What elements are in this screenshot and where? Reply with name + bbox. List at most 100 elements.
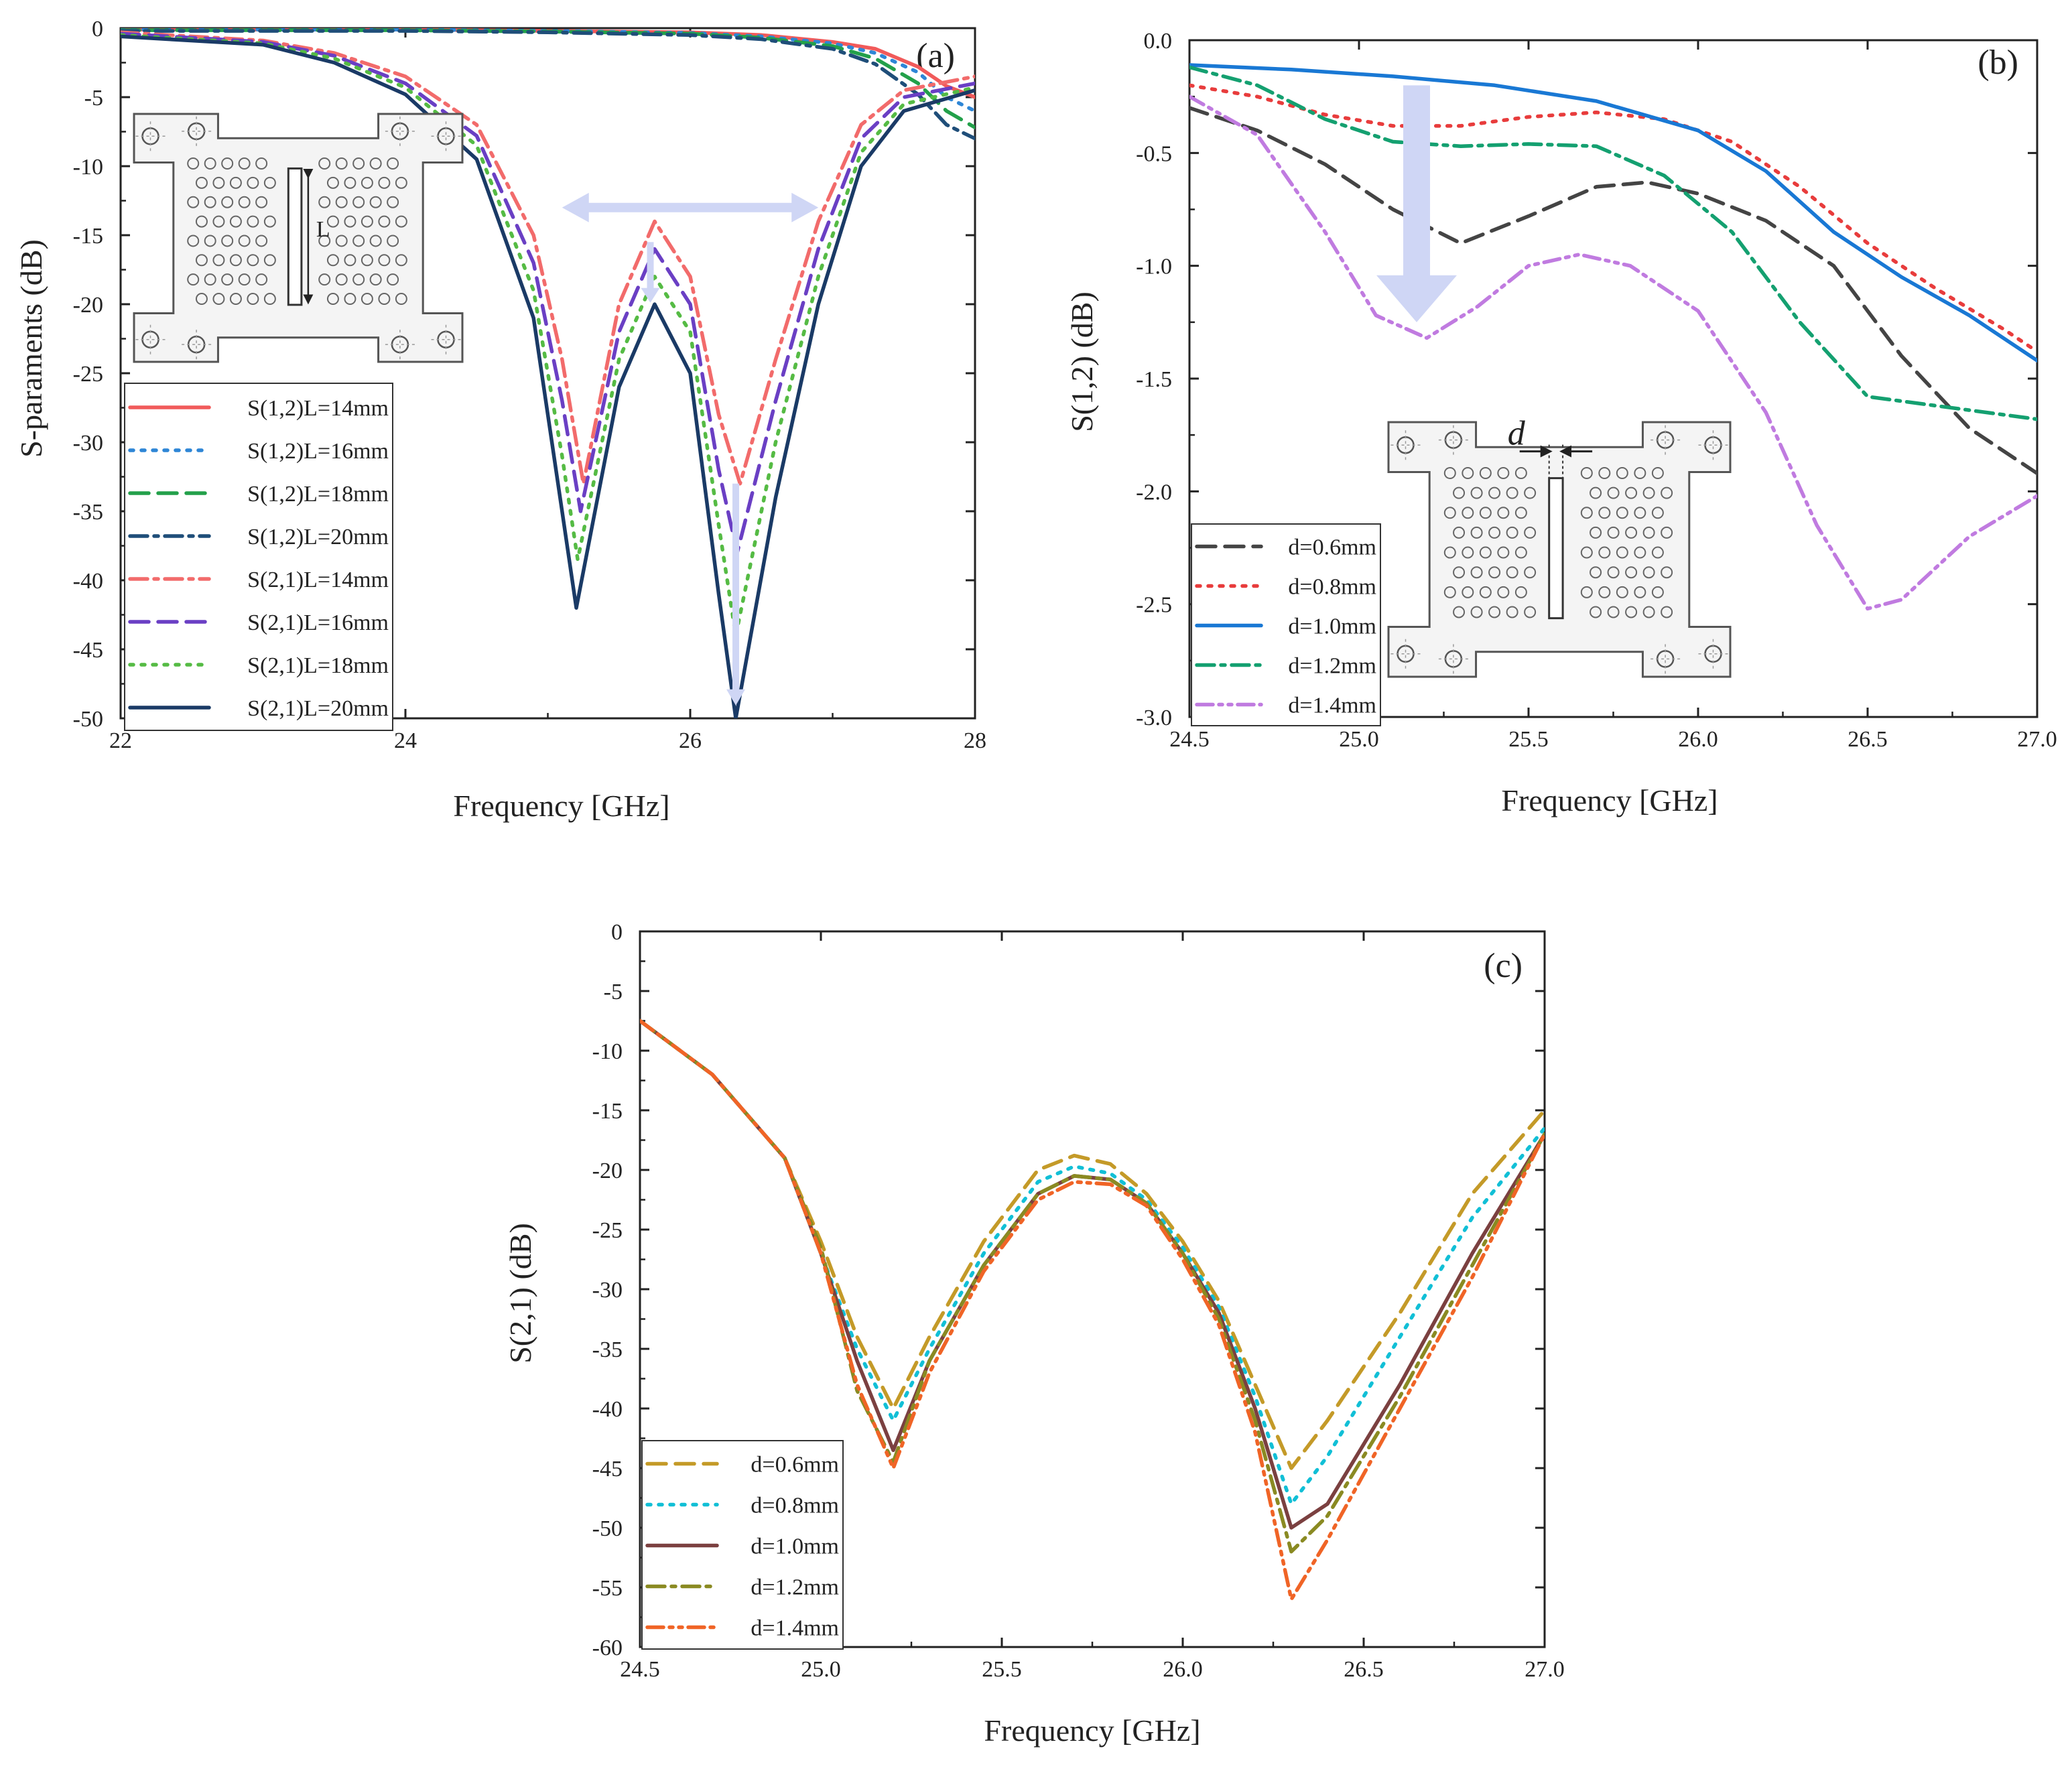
via-hole: [238, 157, 251, 170]
inset-dimension-label: L: [316, 217, 330, 242]
via-hole: [1616, 467, 1628, 479]
via-hole: [387, 235, 399, 247]
via-hole: [387, 196, 399, 208]
via-hole: [1651, 507, 1664, 519]
via-hole: [352, 157, 365, 170]
y-axis-label: S-paraments (dB): [14, 239, 48, 458]
shift-arrow-head-right: [791, 192, 819, 222]
via-hole: [1580, 467, 1593, 479]
x-tick-label: 25.5: [1508, 727, 1549, 752]
panel-a-chart: 22 24 26 28 0 -5 -10 -15 -20 -25 -30 -35 -40 -45 -50 Fr…: [14, 17, 986, 823]
via-hole: [1443, 507, 1456, 519]
via-hole: [1479, 507, 1492, 519]
via-hole: [1497, 586, 1510, 598]
series-line-d=0.6mm: [640, 1019, 1545, 1470]
via-hole: [247, 293, 259, 306]
via-hole: [344, 215, 357, 228]
via-hole: [187, 157, 200, 170]
via-hole: [1661, 526, 1673, 539]
depth-arrow-head: [641, 287, 660, 303]
y-tick-label: -35: [73, 500, 103, 525]
depth-arrow-head: [726, 689, 745, 706]
series-line-d=1.4mm: [1189, 94, 2037, 611]
via-hole: [1590, 526, 1602, 539]
via-hole: [1625, 486, 1638, 499]
via-hole: [1514, 467, 1527, 479]
y-tick-label: -25: [73, 362, 103, 387]
via-hole: [369, 157, 382, 170]
via-hole: [1470, 566, 1483, 579]
via-hole: [361, 215, 373, 228]
y-tick-label: -3.0: [1136, 706, 1172, 730]
via-hole: [1462, 507, 1474, 519]
via-hole: [1642, 526, 1655, 539]
y-tick-label: -2.5: [1136, 593, 1172, 618]
via-hole: [255, 157, 268, 170]
via-hole: [1497, 507, 1510, 519]
via-hole: [1598, 507, 1611, 519]
x-tick-label: 27.0: [2017, 727, 2057, 752]
via-hole: [395, 293, 407, 306]
via-hole: [395, 254, 407, 267]
via-hole: [238, 235, 251, 247]
via-hole: [1590, 486, 1602, 499]
via-hole: [1607, 486, 1620, 499]
via-hole: [1488, 606, 1501, 618]
via-hole: [335, 273, 348, 286]
via-hole: [1634, 546, 1646, 559]
y-tick-label: 0.0: [1144, 29, 1173, 54]
via-hole: [1506, 606, 1518, 618]
via-hole: [378, 215, 391, 228]
via-hole: [361, 254, 373, 267]
via-hole: [1514, 507, 1527, 519]
via-hole: [1453, 606, 1466, 618]
via-hole: [1642, 486, 1655, 499]
y-tick-label: -30: [592, 1278, 623, 1303]
via-hole: [1607, 606, 1620, 618]
via-hole: [326, 293, 339, 306]
via-hole: [238, 196, 251, 208]
y-tick-label: -20: [73, 293, 103, 318]
via-hole: [318, 273, 331, 286]
legend-label: S(2,1)L=16mm: [247, 610, 389, 635]
series-line-d=0.8mm: [640, 1019, 1545, 1506]
via-hole: [255, 273, 268, 286]
legend-label: d=0.6mm: [1288, 535, 1376, 560]
x-tick-label: 26: [679, 728, 702, 753]
via-hole: [212, 176, 225, 189]
via-hole: [229, 293, 242, 306]
y-tick-label: 0: [611, 920, 623, 945]
via-hole: [326, 254, 339, 267]
via-hole: [1462, 467, 1474, 479]
y-tick-label: -40: [592, 1397, 623, 1422]
via-hole: [263, 176, 276, 189]
via-hole: [1524, 606, 1537, 618]
trend-arrow-head: [1376, 275, 1458, 322]
legend-label: S(2,1)L=20mm: [247, 696, 389, 721]
via-hole: [263, 293, 276, 306]
via-hole: [1580, 507, 1593, 519]
via-hole: [344, 254, 357, 267]
legend-label: d=1.2mm: [1288, 654, 1376, 679]
structure-inset: d: [1387, 415, 1732, 678]
via-hole: [1625, 526, 1638, 539]
via-hole: [212, 293, 225, 306]
via-hole: [335, 196, 348, 208]
y-tick-label: -45: [592, 1457, 623, 1482]
y-tick-label: -55: [592, 1576, 623, 1601]
via-hole: [238, 273, 251, 286]
y-tick-label: -10: [592, 1039, 623, 1064]
series-line-S(2,1)L=18mm: [121, 33, 975, 638]
legend-label: d=0.8mm: [751, 1494, 839, 1518]
via-hole: [1470, 526, 1483, 539]
x-tick-label: 24.5: [1169, 727, 1210, 752]
y-axis-label: S(2,1) (dB): [503, 1223, 537, 1364]
via-hole: [187, 235, 200, 247]
legend-box: [124, 383, 393, 731]
via-hole: [361, 293, 373, 306]
via-hole: [1607, 526, 1620, 539]
y-tick-label: 0: [92, 17, 103, 42]
via-hole: [335, 157, 348, 170]
x-tick-label: 22: [109, 728, 132, 753]
